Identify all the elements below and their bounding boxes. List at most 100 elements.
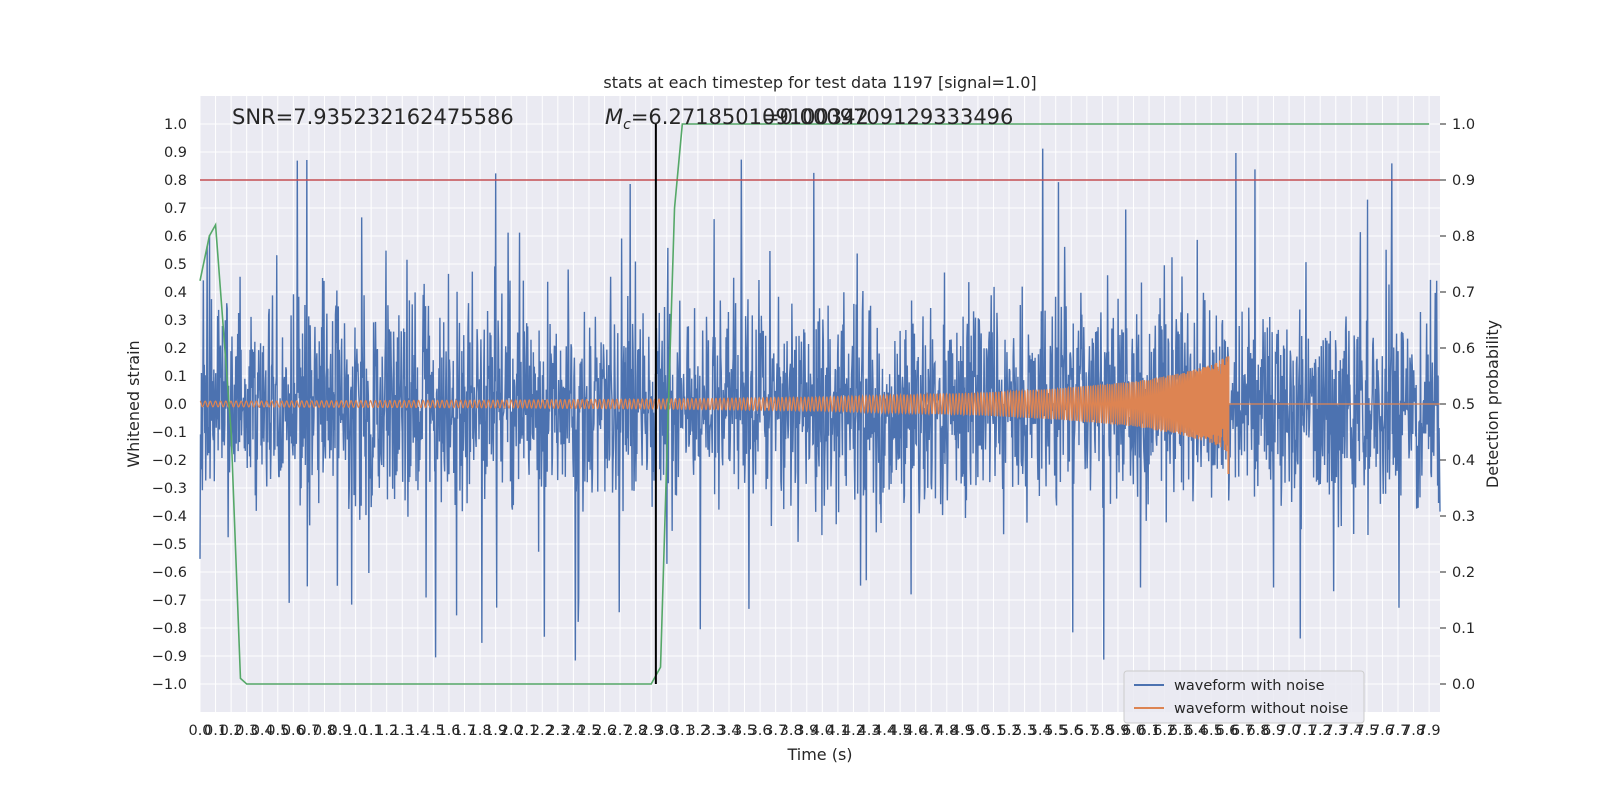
series-probability [199,123,1430,685]
x-tick-label: 5.1 [982,723,1005,739]
x-tick-label: 5.5 [1044,723,1067,739]
y-tick-label: 0.8 [164,173,187,189]
x-tick-label: 1.1 [360,723,383,739]
y2-tick-label: 0.3 [1452,509,1475,525]
x-tick-label: 7.1 [1293,723,1316,739]
x-tick-label: 7.0 [1278,723,1301,739]
legend-box [1123,670,1365,724]
y2-tick-label: 0.5 [1452,397,1475,413]
y-tick-label: 1.0 [164,117,187,133]
x-tick-label: 2.7 [609,723,632,739]
x-tick-label: 0.1 [204,723,227,739]
x-tick-label: 0.6 [282,723,305,739]
x-tick-label: 7.8 [1402,723,1425,739]
x-tick-label: 0.3 [235,723,258,739]
x-tick-label: 5.8 [1091,723,1114,739]
x-tick-label: 3.2 [686,723,709,739]
x-tick-label: 1.3 [391,723,414,739]
x-tick-label: 3.6 [749,723,772,739]
x-tick-label: 0.9 [328,723,351,739]
x-tick-label: 3.3 [702,723,725,739]
y-tick-label: −0.4 [152,509,187,525]
y2-tick-labels: 1.0 0.9 0.8 0.7 0.6 0.5 0.4 0.3 0.2 0.1 0.0 [1440,117,1475,693]
x-tick-label: 6.8 [1246,723,1269,739]
mc-subscript: c [623,117,631,133]
y-tick-label: −0.5 [152,537,187,553]
snr-annotation: SNR=7.935232162475586 [232,105,514,129]
y-tick-label: 0.1 [164,369,187,385]
y-tick-label: −0.8 [152,621,187,637]
legend: waveform with noise waveform without noi… [1123,670,1365,724]
y-tick-label: 0.9 [164,145,187,161]
x-tick-label: 4.0 [811,723,834,739]
x-tick-label: 2.2 [531,723,554,739]
x-tick-label: 2.6 [593,723,616,739]
mc-symbol: M [605,105,623,129]
x-tick-label: 2.9 [640,723,663,739]
y-tick-label: 0.0 [164,397,187,413]
x-tick-label: 6.5 [1200,723,1223,739]
x-tick-label: 2.3 [546,723,569,739]
markers [200,124,1440,684]
x-tick-label: 3.8 [780,723,803,739]
x-tick-label: 6.7 [1231,723,1254,739]
x-tick-label: 2.8 [624,723,647,739]
x-tick-label: 0.8 [313,723,336,739]
x-tick-label: 2.1 [515,723,538,739]
x-tick-label: 6.1 [1138,723,1161,739]
y-tick-label: 0.7 [164,201,187,217]
x-tick-label: 3.0 [655,723,678,739]
x-tick-label: 3.9 [795,723,818,739]
x-tick-label: 5.2 [998,723,1021,739]
x-tick-label: 7.4 [1340,723,1363,739]
x-tick-label: 7.7 [1386,723,1409,739]
mc-value: =6.271850109100342 [631,105,869,129]
y-tick-label: −0.2 [152,453,187,469]
y2-tick-label: 1.0 [1452,117,1475,133]
x-tick-label: 1.0 [344,723,367,739]
x-tick-label: 2.5 [577,723,600,739]
x-tick-label: 7.5 [1355,723,1378,739]
y2-tick-label: 0.9 [1452,173,1475,189]
y2-tick-label: 0.6 [1452,341,1475,357]
x-tick-label: 3.5 [733,723,756,739]
y-tick-label: 0.5 [164,257,187,273]
y2-tick-label: 0.8 [1452,229,1475,245]
y-tick-label: 0.4 [164,285,187,301]
overlap-annotation: =0.0009709129333496 [762,105,1013,129]
x-tick-label: 5.6 [1060,723,1083,739]
x-tick-label: 6.4 [1184,723,1207,739]
x-tick-label: 1.9 [484,723,507,739]
x-tick-label: 4.9 [951,723,974,739]
x-tick-label: 7.6 [1371,723,1394,739]
y-tick-label: 0.3 [164,313,187,329]
y-tick-labels: 1.0 0.9 0.8 0.7 0.6 0.5 0.4 0.3 0.2 0.1 0.0 −0.1 −0.… [152,117,187,693]
x-tick-label: 4.3 [857,723,880,739]
x-tick-label: 6.3 [1169,723,1192,739]
x-tick-label: 5.4 [1029,723,1052,739]
x-tick-label: 2.4 [562,723,585,739]
x-tick-label: 4.6 [904,723,927,739]
y2-tick-label: 0.4 [1452,453,1475,469]
x-tick-label: 0.2 [220,723,243,739]
x-tick-label: 1.5 [422,723,445,739]
y2-tick-label: 0.2 [1452,565,1475,581]
x-tick-label: 1.6 [437,723,460,739]
x-tick-label: 0.4 [251,723,274,739]
x-tick-label: 4.8 [935,723,958,739]
x-tick-label: 6.0 [1122,723,1145,739]
x-tick-label: 7.9 [1418,723,1441,739]
x-tick-label: 6.2 [1153,723,1176,739]
y2-axis-label: Detection probability [1483,320,1502,488]
x-tick-label: 7.2 [1309,723,1332,739]
x-tick-labels: 0.00.10.20.30.40.50.60.70.80.91.01.11.21… [188,723,1440,739]
x-tick-label: 1.2 [375,723,398,739]
y2-tick-label: 0.0 [1452,677,1475,693]
x-tick-label: 2.0 [500,723,523,739]
x-tick-label: 5.9 [1106,723,1129,739]
x-tick-label: 5.7 [1075,723,1098,739]
chart-title: stats at each timestep for test data 119… [603,73,1036,92]
x-tick-label: 0.7 [297,723,320,739]
y-tick-label: −0.6 [152,565,187,581]
